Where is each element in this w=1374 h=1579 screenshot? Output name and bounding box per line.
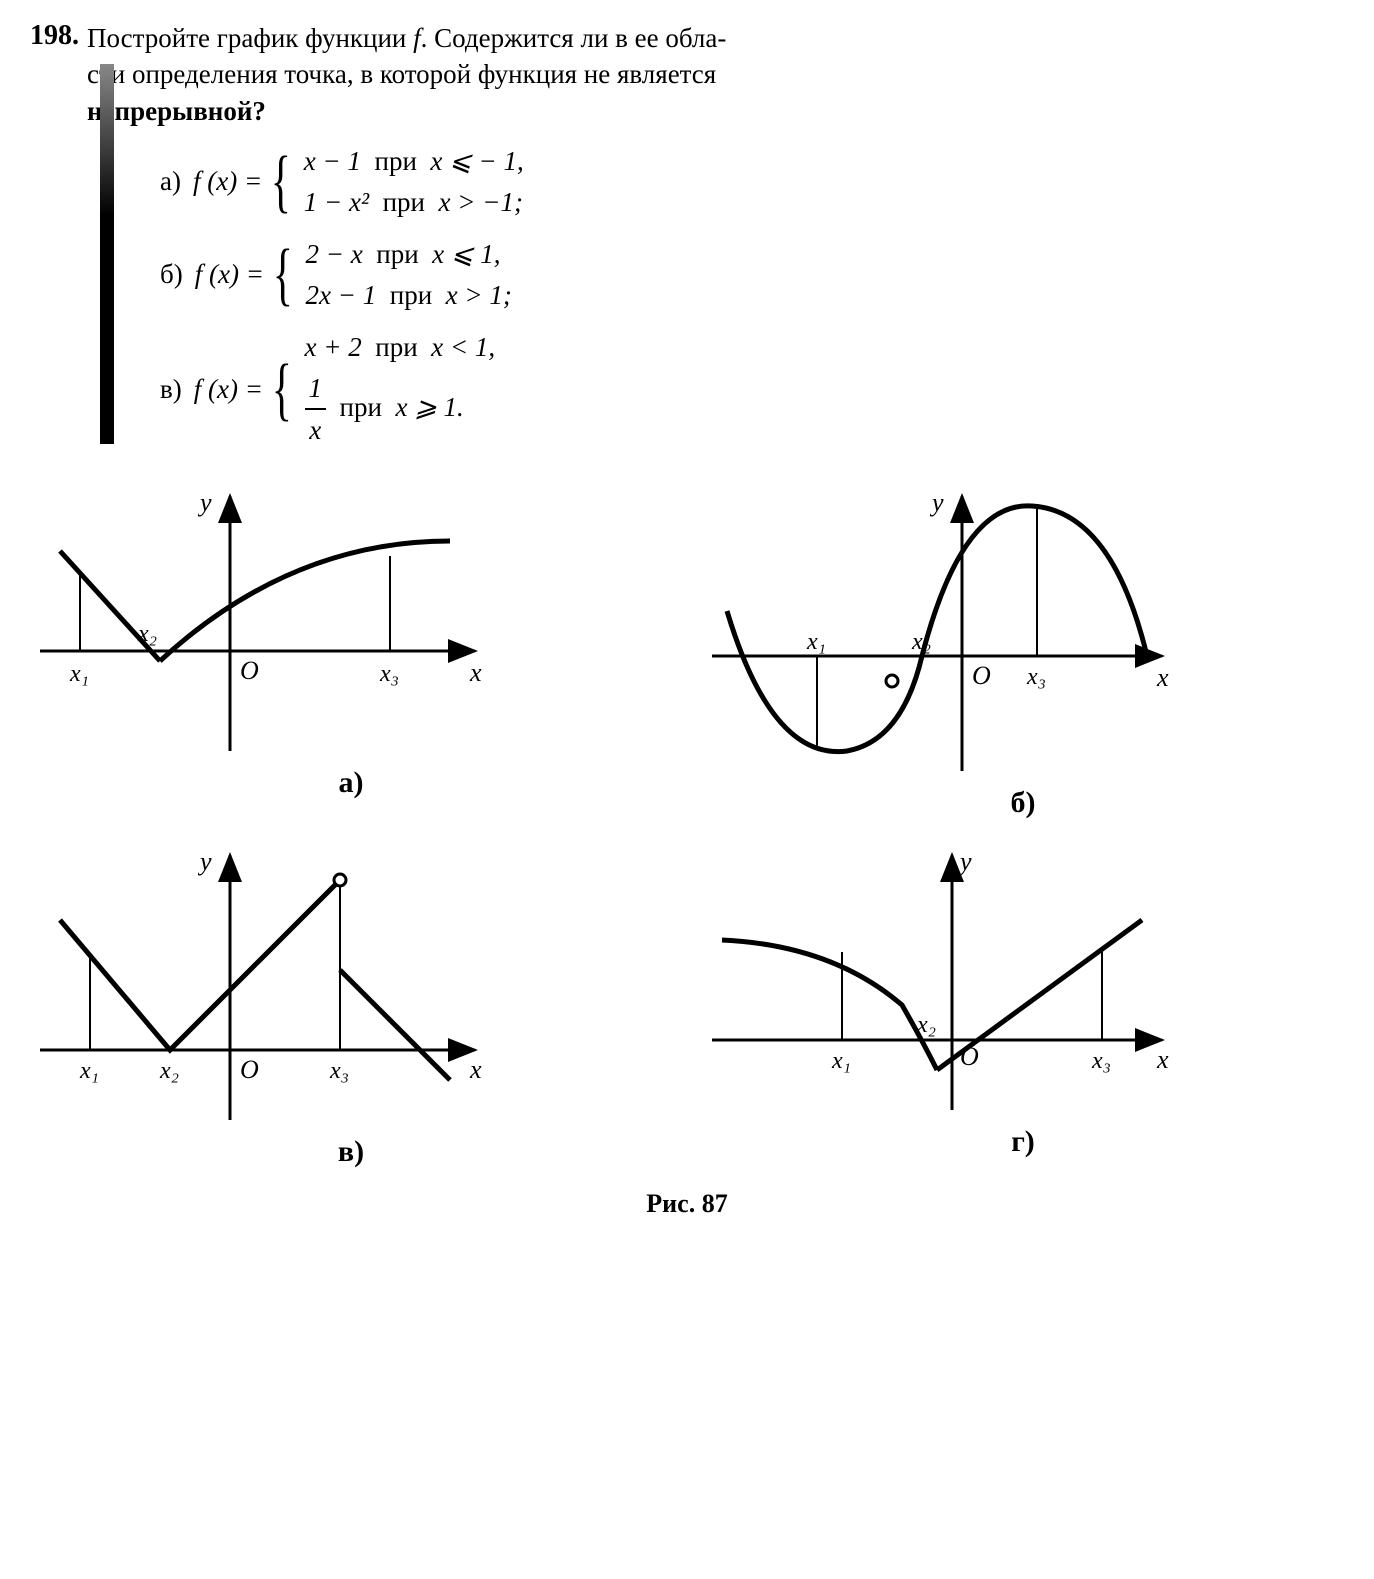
x1-label: x₁ [806, 629, 826, 655]
eq-a-label: а) [160, 166, 181, 197]
curve-1 [722, 940, 937, 1070]
func-f: f [413, 23, 421, 53]
x3-label: x₃ [379, 661, 399, 687]
eq-c-case1: x + 2 при x < 1, [305, 332, 496, 362]
x-label: x [1156, 1045, 1169, 1074]
hollow-point [886, 675, 898, 687]
origin-label: O [960, 1042, 979, 1071]
problem-number: 198. [30, 20, 79, 52]
y-label: y [197, 847, 212, 876]
x3-label: x₃ [1026, 664, 1046, 690]
brace-icon: { [272, 372, 292, 407]
y-label: y [197, 488, 212, 517]
fraction: 1 x [305, 368, 327, 451]
equation-a: а) f (x) = { x − 1 при x ⩽ − 1, 1 − x² п… [160, 141, 1344, 222]
figure-main-caption: Рис. 87 [30, 1189, 1344, 1219]
text-1: Постройте график функции [87, 23, 413, 53]
equations-block: а) f (x) = { x − 1 при x ⩽ − 1, 1 − x² п… [160, 141, 1344, 451]
figure-a: x y O x₁ x₂ x₃ а) [30, 481, 672, 820]
frac-num: 1 [305, 368, 327, 411]
y-label: y [929, 488, 944, 517]
eq-a-lhs: f (x) = [193, 166, 262, 197]
problem-statement: 198. Постройте график функции f. Содержи… [30, 20, 1344, 129]
eq-b-cases: 2 − x при x ⩽ 1, 2x − 1 при x > 1; [306, 234, 512, 315]
x2-label: x₂ [916, 1012, 936, 1038]
brace-icon: { [273, 257, 293, 292]
curve [727, 506, 1147, 752]
eq-b-lhs: f (x) = [195, 259, 264, 290]
x3-label: x₃ [329, 1058, 349, 1084]
equation-b: б) f (x) = { 2 − x при x ⩽ 1, 2x − 1 при… [160, 234, 1344, 315]
origin-label: O [972, 661, 991, 690]
eq-c-lhs: f (x) = [194, 374, 263, 405]
x-label: x [469, 658, 482, 687]
eq-c-cases: x + 2 при x < 1, 1 x при x ⩾ 1. [305, 327, 496, 451]
figure-d-caption: г) [702, 1125, 1344, 1159]
brace-icon: { [271, 164, 291, 199]
x3-label: x₃ [1091, 1048, 1111, 1074]
x1-label: x₁ [69, 661, 89, 687]
eq-b-case1: 2 − x при x ⩽ 1, [306, 239, 501, 269]
x-label: x [469, 1055, 482, 1084]
difficulty-bar [100, 64, 114, 444]
x2-label: x₂ [137, 621, 157, 647]
frac-den: x [305, 410, 327, 451]
eq-a-case1: x − 1 при x ⩽ − 1, [304, 146, 524, 176]
eq-c-case2: 1 x при x ⩾ 1. [305, 392, 464, 422]
eq-b-label: б) [160, 259, 183, 290]
curve-2 [160, 541, 450, 661]
eq-a-cases: x − 1 при x ⩽ − 1, 1 − x² при x > −1; [304, 141, 524, 222]
figure-c-svg: x y O x₁ x₂ x₃ [30, 840, 490, 1130]
figure-b-svg: x y O x₁ x₂ x₃ [702, 481, 1172, 781]
text-1b: . Содержится ли в ее обла- [421, 23, 727, 53]
eq-c-label: в) [160, 374, 182, 405]
figure-a-caption: а) [30, 766, 672, 800]
curve-2 [340, 970, 450, 1080]
eq-a-case2: 1 − x² при x > −1; [304, 187, 523, 217]
x2-label: x₂ [911, 629, 931, 655]
y-label: y [957, 847, 972, 876]
figure-b-caption: б) [702, 786, 1344, 820]
text-2: сти определения точка, в которой функция… [87, 59, 716, 89]
x1-label: x₁ [831, 1048, 851, 1074]
figure-c: x y O x₁ x₂ x₃ в) [30, 840, 672, 1169]
figure-d-svg: x y O x₁ x₂ x₃ [702, 840, 1172, 1120]
curve-1 [60, 880, 340, 1050]
x2-label: x₂ [159, 1058, 179, 1084]
problem-text: Постройте график функции f. Содержится л… [87, 20, 1344, 129]
origin-label: O [240, 1055, 259, 1084]
figure-a-svg: x y O x₁ x₂ x₃ [30, 481, 490, 761]
figure-c-caption: в) [30, 1135, 672, 1169]
figure-d: x y O x₁ x₂ x₃ г) [702, 840, 1344, 1169]
figure-b: x y O x₁ x₂ x₃ б) [702, 481, 1344, 820]
x1-label: x₁ [79, 1058, 99, 1084]
x-label: x [1156, 663, 1169, 692]
equation-c: в) f (x) = { x + 2 при x < 1, 1 x при x … [160, 327, 1344, 451]
figures-grid: x y O x₁ x₂ x₃ а) x y O x₁ x₂ [30, 481, 1344, 1169]
origin-label: O [240, 656, 259, 685]
eq-b-case2: 2x − 1 при x > 1; [306, 280, 512, 310]
hollow-point [334, 874, 346, 886]
